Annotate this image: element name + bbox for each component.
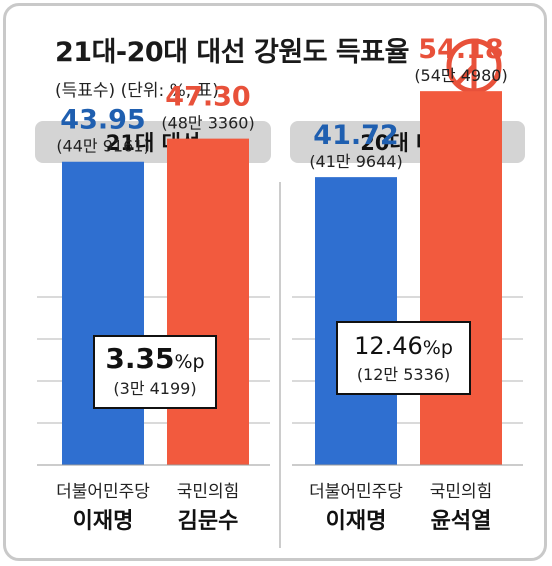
difference-unit: %p [423, 337, 453, 359]
vote-count-label: (48만 3360) [161, 114, 254, 133]
difference-votes: (12만 5336) [357, 365, 450, 384]
vote-count-label: (41만 9644) [309, 152, 402, 171]
difference-number: 3.35 [105, 342, 174, 375]
difference-box [336, 321, 471, 395]
candidate-label: 이재명 [326, 509, 387, 534]
party-label: 국민의힘 [177, 482, 240, 502]
bar-ppp [420, 91, 502, 466]
difference-box [93, 335, 217, 409]
value-label: 54.18 [418, 34, 503, 65]
ballot-mark-logo-icon [446, 38, 502, 94]
value-label: 47.30 [165, 82, 250, 113]
value-label: 43.95 [60, 105, 145, 136]
difference-value: 12.46%p [354, 332, 453, 360]
page-subtitle: (득표수) (단위: %, 표) [55, 81, 219, 101]
party-label: 더불어민주당 [56, 482, 150, 502]
difference-unit: %p [174, 351, 204, 373]
party-label: 국민의힘 [430, 482, 493, 502]
candidate-label: 김문수 [178, 509, 239, 534]
value-label: 41.72 [313, 120, 398, 151]
party-label: 더불어민주당 [309, 482, 403, 502]
candidate-label: 윤석열 [431, 509, 492, 534]
vote-count-label: (44만 9161) [56, 137, 149, 156]
vote-count-label: (54만 4980) [414, 66, 507, 85]
difference-votes: (3만 4199) [113, 379, 196, 398]
page-title: 21대-20대 대선 강원도 득표율 [55, 37, 409, 68]
difference-number: 12.46 [354, 332, 423, 360]
candidate-label: 이재명 [73, 509, 134, 534]
bar-democratic [62, 161, 144, 465]
bar-ppp [167, 138, 249, 465]
difference-value: 3.35%p [105, 342, 204, 375]
